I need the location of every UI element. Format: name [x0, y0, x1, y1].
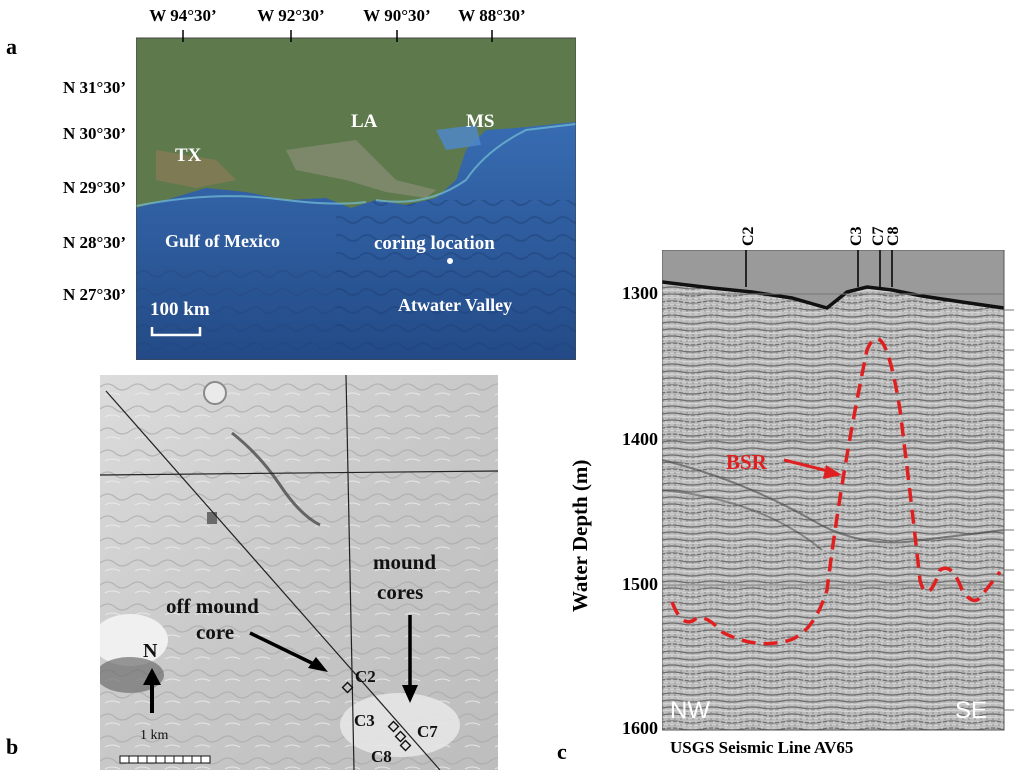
arrow-down-icon	[402, 685, 418, 703]
latitude-label: N 27°30’	[63, 285, 126, 304]
bsr-arrow-icon	[823, 465, 842, 479]
core-marker-c3	[387, 720, 400, 733]
gulf-label: Gulf of Mexico	[165, 231, 280, 251]
core-marker-c7	[394, 730, 407, 743]
seismic-line-caption: USGS Seismic Line AV65	[670, 738, 854, 757]
core-label-c8: C8	[371, 747, 392, 766]
state-label-tx: TX	[175, 145, 202, 166]
seismic-profile	[662, 250, 1014, 731]
core-label-c3: C3	[848, 226, 865, 246]
north-label: N	[143, 640, 158, 662]
core-label-c8: C8	[885, 226, 902, 246]
core-marker-c2	[341, 681, 354, 694]
latitude-label: N 29°30’	[63, 178, 126, 197]
longitude-label: W 90°30’	[363, 6, 431, 25]
depth-tick-label: 1400	[622, 429, 658, 449]
off-mound-label-line2: core	[196, 620, 235, 644]
state-label-ms: MS	[466, 111, 495, 132]
longitude-label: W 94°30’	[149, 6, 217, 25]
bathymetry-map	[100, 375, 498, 770]
panel-a-label: a	[6, 34, 17, 59]
bsr-label: BSR	[726, 450, 767, 474]
latitude-label: N 30°30’	[63, 124, 126, 143]
core-marker-c8	[399, 739, 412, 752]
depth-tick-label: 1600	[622, 718, 658, 738]
depth-tick-label: 1500	[622, 574, 658, 594]
core-label-c3: C3	[354, 711, 375, 730]
latitude-label: N 31°30’	[63, 78, 126, 97]
y-axis-label: Water Depth (m)	[568, 459, 592, 612]
mound-label-line2: cores	[377, 580, 424, 604]
satellite-map	[136, 30, 576, 360]
coring-location-marker	[447, 258, 453, 264]
coring-location-label: coring location	[374, 233, 495, 254]
scale-bar	[150, 327, 202, 337]
atwater-valley-label: Atwater Valley	[398, 295, 513, 315]
core-label-c7: C7	[417, 722, 438, 741]
latitude-label: N 28°30’	[63, 233, 126, 252]
core-label-c2: C2	[355, 667, 376, 686]
scale-label: 100 km	[150, 299, 210, 320]
bsr-line	[670, 336, 1002, 646]
panel-c-label: c	[557, 739, 567, 764]
nw-label: NW	[670, 697, 710, 724]
off-mound-label-line1: off mound	[166, 594, 259, 618]
north-arrow-icon	[143, 668, 161, 685]
panel-b-label: b	[6, 734, 19, 759]
depth-tick-label: 1300	[622, 283, 658, 303]
core-label-c2: C2	[740, 226, 757, 246]
longitude-label: W 92°30’	[257, 6, 325, 25]
se-label: SE	[955, 697, 988, 724]
state-label-la: LA	[351, 111, 378, 132]
longitude-label: W 88°30’	[458, 6, 526, 25]
scale-label: 1 km	[140, 728, 169, 743]
mound-label-line1: mound	[373, 550, 437, 574]
